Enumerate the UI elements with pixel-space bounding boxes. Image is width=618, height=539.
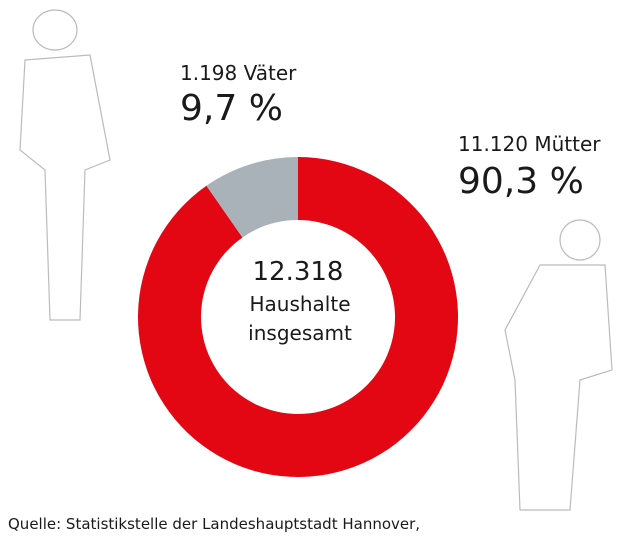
label: 11.120 Mütter — [458, 132, 601, 156]
illustration-left — [19, 9, 111, 321]
value-label: 90,3 % — [458, 161, 584, 202]
center-total: 12.318 — [253, 257, 344, 287]
source: Quelle: Statistikstelle der Landeshaupts… — [8, 515, 420, 533]
donut-segment — [206, 157, 298, 238]
illustration-right — [504, 219, 613, 511]
donut-segment — [137, 157, 458, 477]
label: 1.198 Väter — [180, 61, 297, 85]
center-text: Haushalte — [249, 292, 350, 316]
value-label: 9,7 % — [180, 88, 283, 129]
center-text: insgesamt — [248, 321, 352, 345]
